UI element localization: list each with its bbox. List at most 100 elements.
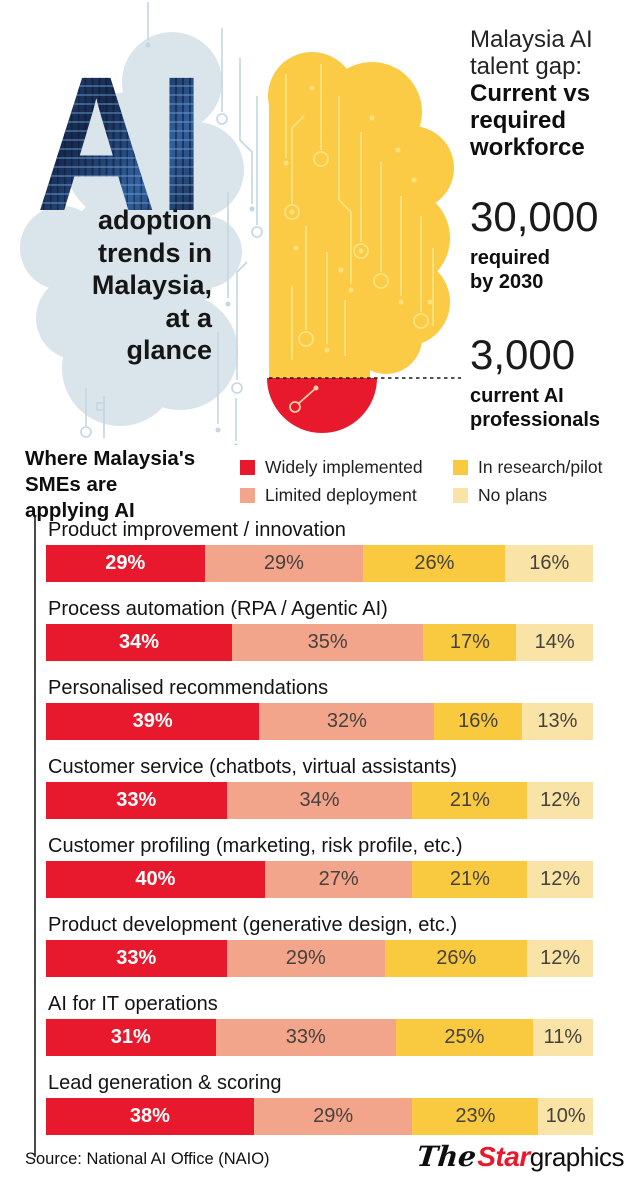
bar-segment: 29% xyxy=(46,545,205,582)
bar-segment: 27% xyxy=(264,861,413,898)
bar-segment: 26% xyxy=(385,940,528,977)
logo-star: Star xyxy=(477,1141,530,1172)
bar-segment: 16% xyxy=(505,545,593,582)
bar-segment-value: 25% xyxy=(444,1026,485,1048)
bar-segment-value: 29% xyxy=(263,552,304,574)
bar-segment-value: 35% xyxy=(307,631,348,653)
bar-segment-value: 29% xyxy=(105,552,146,574)
legend-label: Limited deployment xyxy=(265,484,417,505)
bar-segment-value: 39% xyxy=(132,710,173,732)
bar-segment-value: 31% xyxy=(110,1026,151,1048)
bar-segment: 25% xyxy=(396,1019,533,1056)
bar-segment: 35% xyxy=(231,624,424,661)
category-label: Process automation (RPA / Agentic AI) xyxy=(48,598,388,620)
bar-segment-value: 21% xyxy=(449,789,490,811)
stat-current-value: 3,000 xyxy=(470,331,576,378)
bar-stack: 29% 29% 26% 16% xyxy=(46,545,593,582)
bar-segment: 12% xyxy=(527,940,593,977)
bar-segment: 33% xyxy=(46,782,227,819)
bar-segment-value: 17% xyxy=(449,631,490,653)
legend-swatch-icon xyxy=(453,459,468,475)
legend-label: In research/pilot xyxy=(478,456,603,477)
talent-gap-title-bold: Current vs required workforce xyxy=(470,80,591,161)
category-label: Customer profiling (marketing, risk prof… xyxy=(48,835,463,857)
chart-row: Customer service (chatbots, virtual assi… xyxy=(46,756,605,819)
bar-segment: 39% xyxy=(46,703,260,740)
bar-segment-value: 26% xyxy=(414,552,455,574)
bar-segment-value: 10% xyxy=(545,1105,586,1127)
bar-stack: 31% 33% 25% 11% xyxy=(46,1019,593,1056)
bar-stack: 39% 32% 16% 13% xyxy=(46,703,593,740)
bar-segment-value: 23% xyxy=(455,1105,496,1127)
legend-swatch-icon xyxy=(453,487,468,503)
bar-segment-value: 12% xyxy=(540,789,581,811)
legend-item: No plans xyxy=(453,485,603,506)
thestar-graphics-logo: TheStargraphics xyxy=(415,1140,625,1173)
chart-row: Process automation (RPA / Agentic AI) 34%… xyxy=(46,598,605,661)
logo-the: The xyxy=(415,1140,478,1173)
bar-segment: 21% xyxy=(412,782,528,819)
circuit-dots-icon xyxy=(145,42,255,445)
chart-rows: Product improvement / innovation 29% 29% 26… xyxy=(46,519,605,1135)
circuit-traces-icon xyxy=(80,2,263,441)
legend-item: Widely implemented xyxy=(240,457,453,478)
legend-label: No plans xyxy=(478,484,548,505)
bar-segment: 13% xyxy=(521,703,593,740)
stat-current-workforce: 3,000 current AI professionals xyxy=(470,334,600,432)
bar-segment-value: 34% xyxy=(299,789,340,811)
chart-row: AI for IT operations 31% 33% 25% 11% xyxy=(46,993,605,1056)
bar-segment: 23% xyxy=(412,1098,539,1135)
bar-segment-value: 12% xyxy=(540,947,581,969)
bar-segment-value: 16% xyxy=(529,552,570,574)
bar-segment-value: 14% xyxy=(534,631,575,653)
bar-segment: 34% xyxy=(46,624,232,661)
bar-segment: 38% xyxy=(46,1098,254,1135)
bar-segment-value: 21% xyxy=(449,868,490,890)
bar-segment: 29% xyxy=(253,1098,413,1135)
bar-segment: 12% xyxy=(527,782,593,819)
stat-required-value: 30,000 xyxy=(470,193,599,240)
bar-segment-value: 29% xyxy=(313,1105,354,1127)
bar-stack: 38% 29% 23% 10% xyxy=(46,1098,593,1135)
category-label: Customer service (chatbots, virtual assi… xyxy=(48,756,458,778)
bar-segment-value: 32% xyxy=(326,710,367,732)
bar-segment: 17% xyxy=(423,624,517,661)
bar-stack: 33% 34% 21% 12% xyxy=(46,782,593,819)
bar-segment-value: 12% xyxy=(540,868,581,890)
legend-item: In research/pilot xyxy=(453,457,603,478)
category-label: AI for IT operations xyxy=(48,993,218,1015)
bar-segment-value: 33% xyxy=(116,789,157,811)
chart-row: Lead generation & scoring 38% 29% 23% 10% xyxy=(46,1072,605,1135)
bar-segment: 33% xyxy=(215,1019,397,1056)
bar-segment: 11% xyxy=(532,1019,593,1056)
source-credit: Source: National AI Office (NAIO) xyxy=(25,1150,270,1168)
legend-item: Limited deployment xyxy=(240,485,453,506)
legend-swatch-icon xyxy=(240,487,255,503)
bar-segment: 16% xyxy=(434,703,522,740)
logo-graphics: graphics xyxy=(529,1142,625,1172)
bar-segment: 32% xyxy=(259,703,435,740)
chart-row: Product improvement / innovation 29% 29% 26… xyxy=(46,519,605,582)
bar-stack: 40% 27% 21% 12% xyxy=(46,861,593,898)
bar-segment: 40% xyxy=(46,861,265,898)
ai-word: AI xyxy=(36,36,207,251)
talent-gap-title-light: Malaysia AI talent gap: xyxy=(470,26,593,80)
stat-required-workforce: 30,000 required by 2030 xyxy=(470,196,598,294)
bar-segment-value: 34% xyxy=(118,631,159,653)
category-label: Personalised recommendations xyxy=(48,677,329,699)
bar-segment-value: 38% xyxy=(129,1105,170,1127)
chart-row: Personalised recommendations 39% 32% 16% 13% xyxy=(46,677,605,740)
bar-segment-value: 33% xyxy=(116,947,157,969)
stacked-bar-chart: Product improvement / innovation 29% 29% 26… xyxy=(34,517,605,1157)
bar-segment: 29% xyxy=(204,545,364,582)
stat-current-caption: current AI professionals xyxy=(470,385,601,431)
bar-segment: 34% xyxy=(226,782,413,819)
bar-segment-value: 16% xyxy=(458,710,499,732)
bar-stack: 34% 35% 17% 14% xyxy=(46,624,593,661)
bar-segment-value: 13% xyxy=(537,710,578,732)
bar-segment: 14% xyxy=(516,624,593,661)
bar-segment-value: 40% xyxy=(135,868,176,890)
bar-segment: 33% xyxy=(46,940,227,977)
bar-segment: 29% xyxy=(226,940,386,977)
